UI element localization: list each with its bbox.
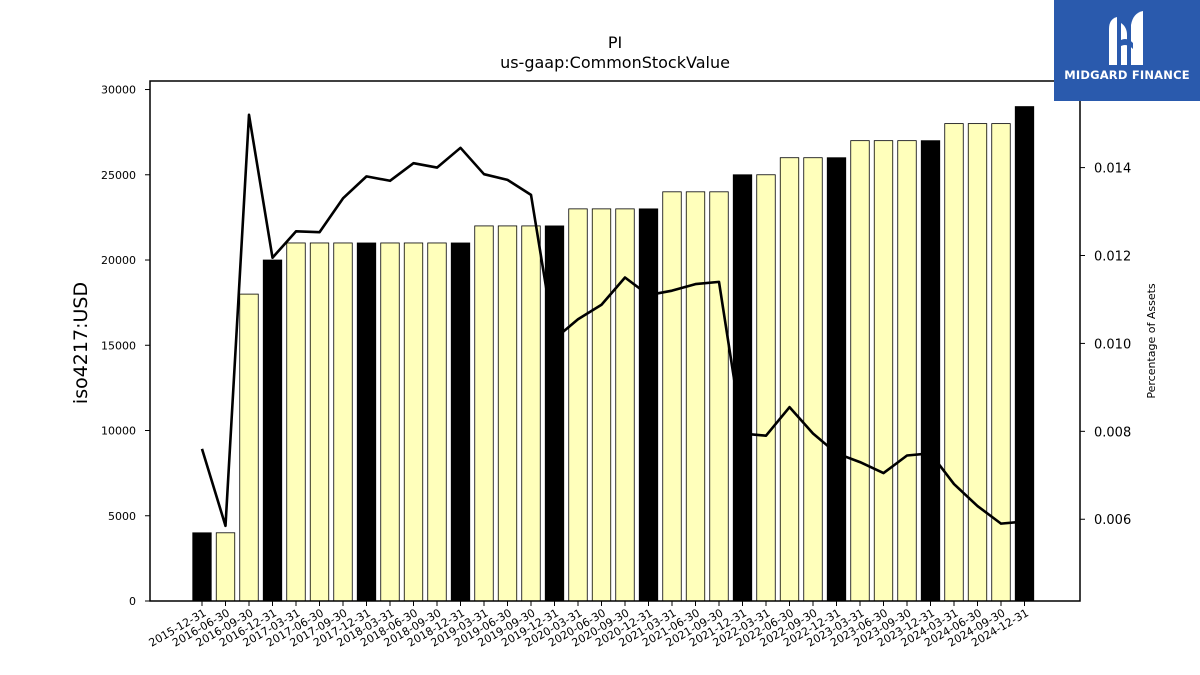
- bar-2017-09-30: [333, 242, 353, 602]
- bar-2021-09-30: [709, 191, 729, 602]
- bar-2023-09-30: [897, 140, 917, 602]
- bar-2024-09-30: [991, 123, 1011, 602]
- y-axis-label: iso4217:USD: [70, 282, 92, 404]
- y2-tick-label: 0.008: [1094, 425, 1131, 440]
- bar-2021-06-30: [685, 191, 706, 602]
- bar-2018-06-30: [403, 242, 424, 602]
- bar-2019-12-31: [544, 225, 565, 602]
- bar-2020-12-31: [638, 208, 659, 602]
- bar-2017-03-31: [286, 242, 306, 602]
- bar-2021-03-31: [662, 191, 682, 602]
- bar-2024-03-31: [944, 123, 964, 602]
- y-tick-label: 0: [129, 595, 136, 608]
- y2-tick-label: 0.012: [1094, 250, 1131, 265]
- percentage-line-series: [200, 113, 1025, 528]
- bar-2022-09-30: [803, 157, 823, 602]
- y-tick-label: 25000: [101, 169, 136, 182]
- bar-2022-12-31: [826, 157, 847, 602]
- midgard-logo-icon: [1109, 11, 1143, 65]
- chart-subtitle: us-gaap:CommonStockValue: [500, 53, 730, 72]
- bar-2017-06-30: [309, 242, 330, 602]
- y2-tick-label: 0.014: [1094, 162, 1131, 177]
- bar-2023-12-31: [920, 140, 941, 602]
- bar-2024-06-30: [967, 123, 988, 602]
- y-tick-label: 5000: [108, 510, 136, 523]
- bar-2022-03-31: [756, 174, 776, 602]
- y2-tick-label: 0.010: [1094, 337, 1131, 352]
- bar-2015-12-31: [192, 532, 212, 602]
- bar-2018-12-31: [450, 242, 471, 602]
- bar-2020-03-31: [568, 208, 588, 602]
- bar-2019-09-30: [521, 225, 541, 602]
- y-tick-label: 20000: [101, 254, 136, 267]
- y2-axis-label: Percentage of Assets: [1145, 283, 1158, 399]
- bar-2018-03-31: [380, 242, 400, 602]
- bar-2017-12-31: [356, 242, 377, 602]
- bar-2016-12-31: [262, 259, 283, 602]
- bar-2018-09-30: [427, 242, 447, 602]
- brand-logo: MIDGARD FINANCE: [1054, 0, 1200, 101]
- brand-name: MIDGARD FINANCE: [1064, 68, 1190, 82]
- bar-2023-03-31: [850, 140, 870, 602]
- bar-series: [192, 106, 1035, 602]
- y-tick-label: 30000: [101, 84, 136, 97]
- bar-2019-03-31: [474, 225, 494, 602]
- chart-title: PI: [608, 33, 622, 52]
- bar-2016-06-30: [215, 532, 236, 602]
- axes: 0 5000 10000 15000 20000 25000 30000 0.006 0.008…: [101, 80, 1131, 650]
- y-tick-label: 15000: [101, 339, 136, 352]
- plot-frame: [149, 80, 1081, 602]
- percentage-of-assets-line: [200, 113, 1025, 528]
- bar-2020-09-30: [615, 208, 635, 602]
- bar-2023-06-30: [873, 140, 894, 602]
- y-tick-label: 10000: [101, 425, 136, 438]
- bar-2022-06-30: [779, 157, 800, 602]
- bar-2020-06-30: [591, 208, 612, 602]
- bar-2016-09-30: [239, 293, 259, 602]
- y2-tick-label: 0.006: [1094, 513, 1131, 528]
- bar-2019-06-30: [497, 225, 518, 602]
- bar-2024-12-31: [1014, 106, 1035, 602]
